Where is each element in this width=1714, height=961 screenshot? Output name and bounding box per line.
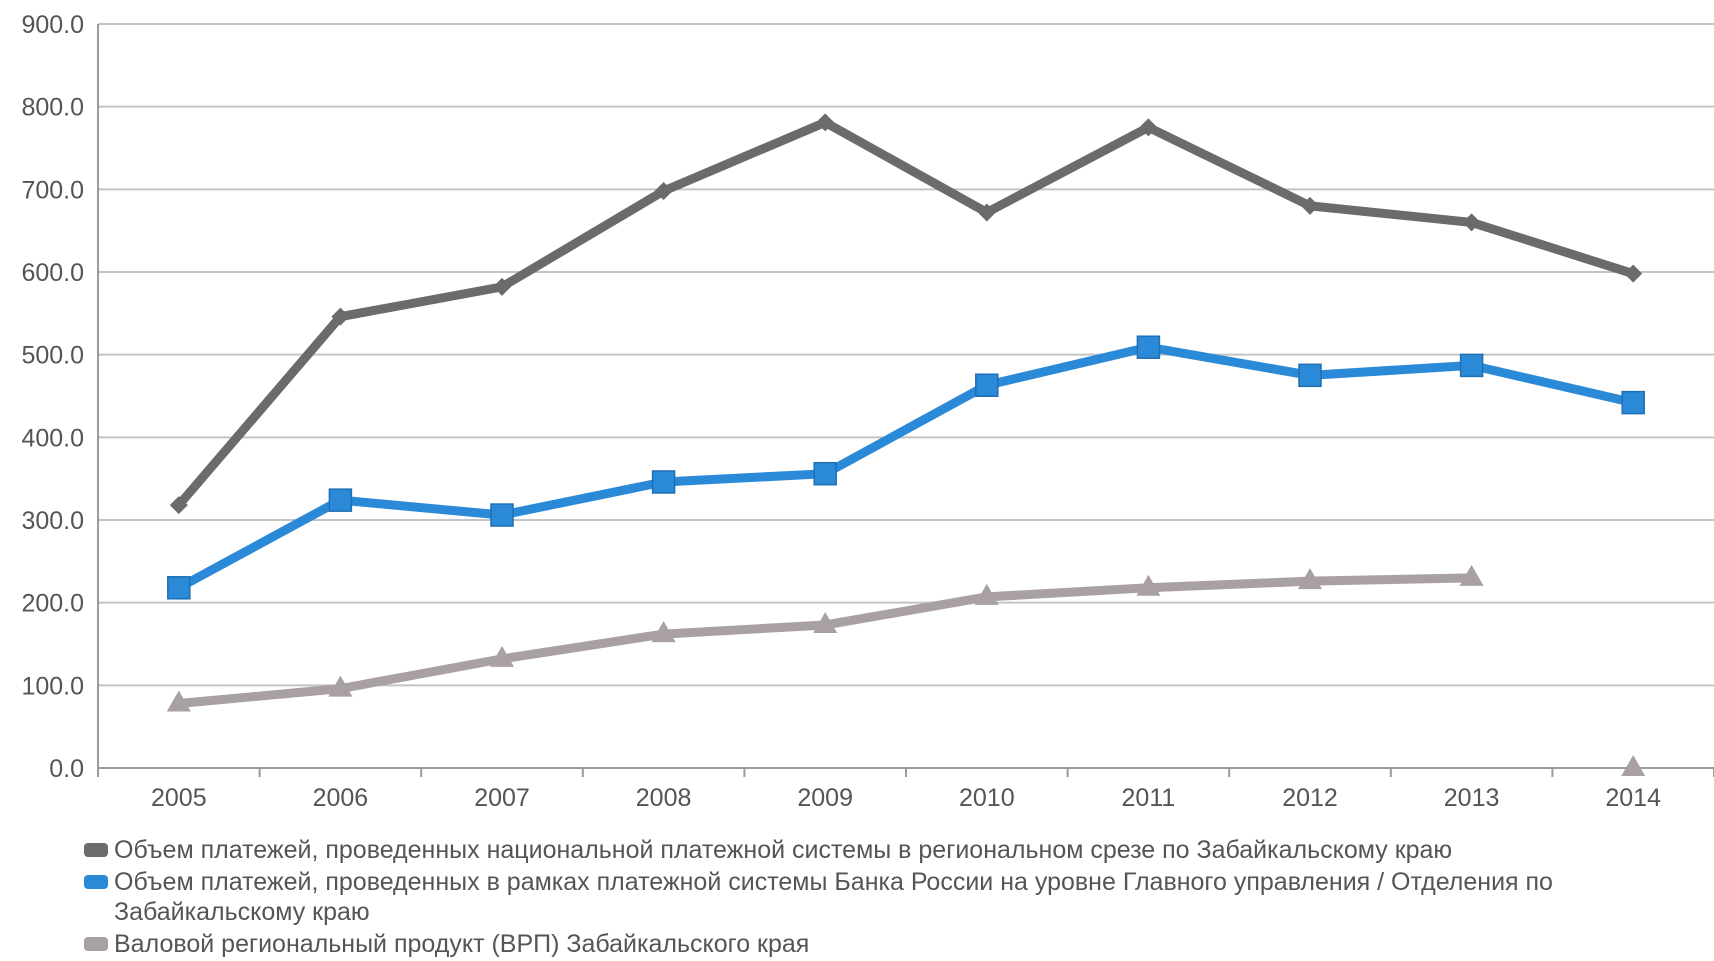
x-tick-label: 2013 xyxy=(1444,784,1500,812)
x-tick-label: 2007 xyxy=(474,784,530,812)
y-tick-label: 100.0 xyxy=(21,672,84,700)
data-point xyxy=(1301,196,1319,215)
data-point xyxy=(977,203,996,222)
data-point xyxy=(651,621,676,643)
data-point xyxy=(1459,564,1484,586)
data-point xyxy=(1621,390,1645,415)
legend-item-bank-of-russia-payments: Объем платежей, проведенных в рамках пла… xyxy=(84,867,1684,927)
series-line xyxy=(174,342,1638,593)
data-point xyxy=(328,488,353,512)
data-point xyxy=(651,470,676,494)
legend-marker-grp xyxy=(84,937,108,951)
series-line xyxy=(174,117,1638,510)
x-tick-label: 2010 xyxy=(959,784,1015,812)
y-tick-label: 500.0 xyxy=(21,342,84,370)
data-point xyxy=(1136,574,1161,596)
legend-item-grp: Валовой региональный продукт (ВРП) Забай… xyxy=(84,929,1684,959)
data-point xyxy=(1462,213,1481,232)
data-point xyxy=(1136,335,1161,359)
y-tick-label: 700.0 xyxy=(21,176,84,204)
data-point xyxy=(813,611,838,633)
data-point xyxy=(490,503,514,527)
line-chart: 0.0 100.0 200.0 300.0 400.0 500.0 600.0 700.0 80… xyxy=(21,11,1714,812)
data-point xyxy=(167,576,191,600)
legend: Объем платежей, проведенных национальной… xyxy=(84,835,1684,961)
data-point xyxy=(974,583,999,605)
y-tick-label: 400.0 xyxy=(21,424,84,452)
data-point xyxy=(654,181,673,200)
y-tick-label: 300.0 xyxy=(21,507,84,535)
data-point xyxy=(1298,568,1322,590)
x-tick-label: 2008 xyxy=(636,784,692,812)
data-point xyxy=(816,113,835,132)
y-tick-label: 600.0 xyxy=(21,259,84,287)
y-tick-label: 200.0 xyxy=(21,590,84,618)
legend-label-bank-of-russia-payments: Объем платежей, проведенных в рамках пла… xyxy=(114,868,1553,926)
data-point xyxy=(1139,118,1158,137)
series-layer xyxy=(166,113,1646,776)
y-tick-label: 900.0 xyxy=(21,11,84,39)
x-tick-label: 2014 xyxy=(1605,784,1661,812)
legend-marker-bank-of-russia-payments xyxy=(84,875,108,889)
legend-label-grp: Валовой региональный продукт (ВРП) Забай… xyxy=(114,930,810,958)
x-tick-label: 2011 xyxy=(1122,784,1176,812)
data-point xyxy=(1624,264,1643,283)
data-point xyxy=(169,496,188,515)
data-point xyxy=(1298,363,1322,388)
x-tick-label: 2012 xyxy=(1282,784,1338,812)
x-tick-label: 2009 xyxy=(797,784,853,812)
series-2 xyxy=(167,335,1645,600)
data-point xyxy=(490,645,514,667)
x-tick-label: 2006 xyxy=(313,784,369,812)
legend-label-national-payments: Объем платежей, проведенных национальной… xyxy=(114,836,1453,864)
data-point xyxy=(166,690,191,712)
data-point xyxy=(975,373,999,398)
grid-lines xyxy=(98,23,1714,687)
data-point xyxy=(328,675,353,697)
data-point xyxy=(813,461,837,486)
y-tick-label: 0.0 xyxy=(49,755,84,783)
series-3 xyxy=(166,564,1646,776)
data-point xyxy=(331,307,350,326)
axes: 0.0 100.0 200.0 300.0 400.0 500.0 600.0 700.0 80… xyxy=(21,11,1714,812)
data-point xyxy=(493,277,511,296)
legend-item-national-payments: Объем платежей, проведенных национальной… xyxy=(84,835,1684,865)
data-point xyxy=(1459,353,1484,378)
series-1 xyxy=(169,113,1643,515)
legend-marker-national-payments xyxy=(84,843,108,857)
data-point xyxy=(1621,755,1646,776)
x-tick-label: 2005 xyxy=(151,784,207,812)
y-tick-label: 800.0 xyxy=(21,94,84,122)
